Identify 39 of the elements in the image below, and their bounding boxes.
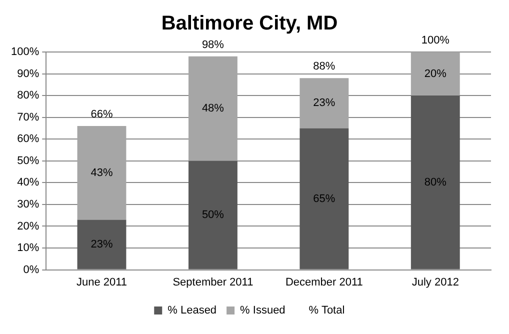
x-tick-label: June 2011 bbox=[76, 276, 128, 288]
y-tick-label: 40% bbox=[17, 176, 40, 189]
y-tick-label: 100% bbox=[10, 46, 40, 58]
chart-title: Baltimore City, MD bbox=[161, 12, 338, 35]
bar bbox=[300, 78, 349, 128]
data-label: 48% bbox=[202, 102, 224, 115]
bar bbox=[300, 128, 349, 270]
y-tick-label: 30% bbox=[17, 198, 40, 210]
data-label: 23% bbox=[313, 97, 336, 110]
y-tick-label: 20% bbox=[17, 220, 40, 232]
bar bbox=[77, 126, 126, 220]
bar bbox=[410, 96, 460, 270]
y-tick-label: 50% bbox=[17, 154, 40, 167]
legend-label: % Issued bbox=[240, 304, 286, 317]
total-label: 100% bbox=[421, 34, 450, 47]
y-tick-label: 0% bbox=[23, 264, 40, 276]
y-tick-label: 90% bbox=[17, 68, 40, 80]
x-tick-label: September 2011 bbox=[172, 276, 254, 288]
data-label: 65% bbox=[313, 192, 336, 205]
data-label: 43% bbox=[90, 166, 113, 179]
x-tick-label: December 2011 bbox=[285, 276, 363, 288]
data-label: 80% bbox=[424, 176, 447, 188]
total-label: 88% bbox=[313, 60, 336, 73]
y-tick-label: 80% bbox=[17, 90, 40, 102]
bar bbox=[410, 52, 460, 96]
data-label: 20% bbox=[424, 68, 447, 80]
y-tick-label: 70% bbox=[17, 111, 40, 124]
total-label: 66% bbox=[90, 108, 113, 121]
total-label: 98% bbox=[202, 38, 224, 51]
bar bbox=[77, 220, 126, 270]
data-label: 50% bbox=[202, 209, 224, 222]
text: % Total bbox=[308, 304, 345, 317]
legend-label: % Leased bbox=[168, 304, 217, 317]
x-tick-label: July 2012 bbox=[412, 276, 459, 288]
bar bbox=[188, 160, 238, 270]
bar bbox=[188, 56, 238, 161]
y-tick-label: 60% bbox=[17, 133, 40, 146]
data-label: 23% bbox=[90, 238, 113, 251]
y-tick-label: 10% bbox=[17, 242, 40, 254]
